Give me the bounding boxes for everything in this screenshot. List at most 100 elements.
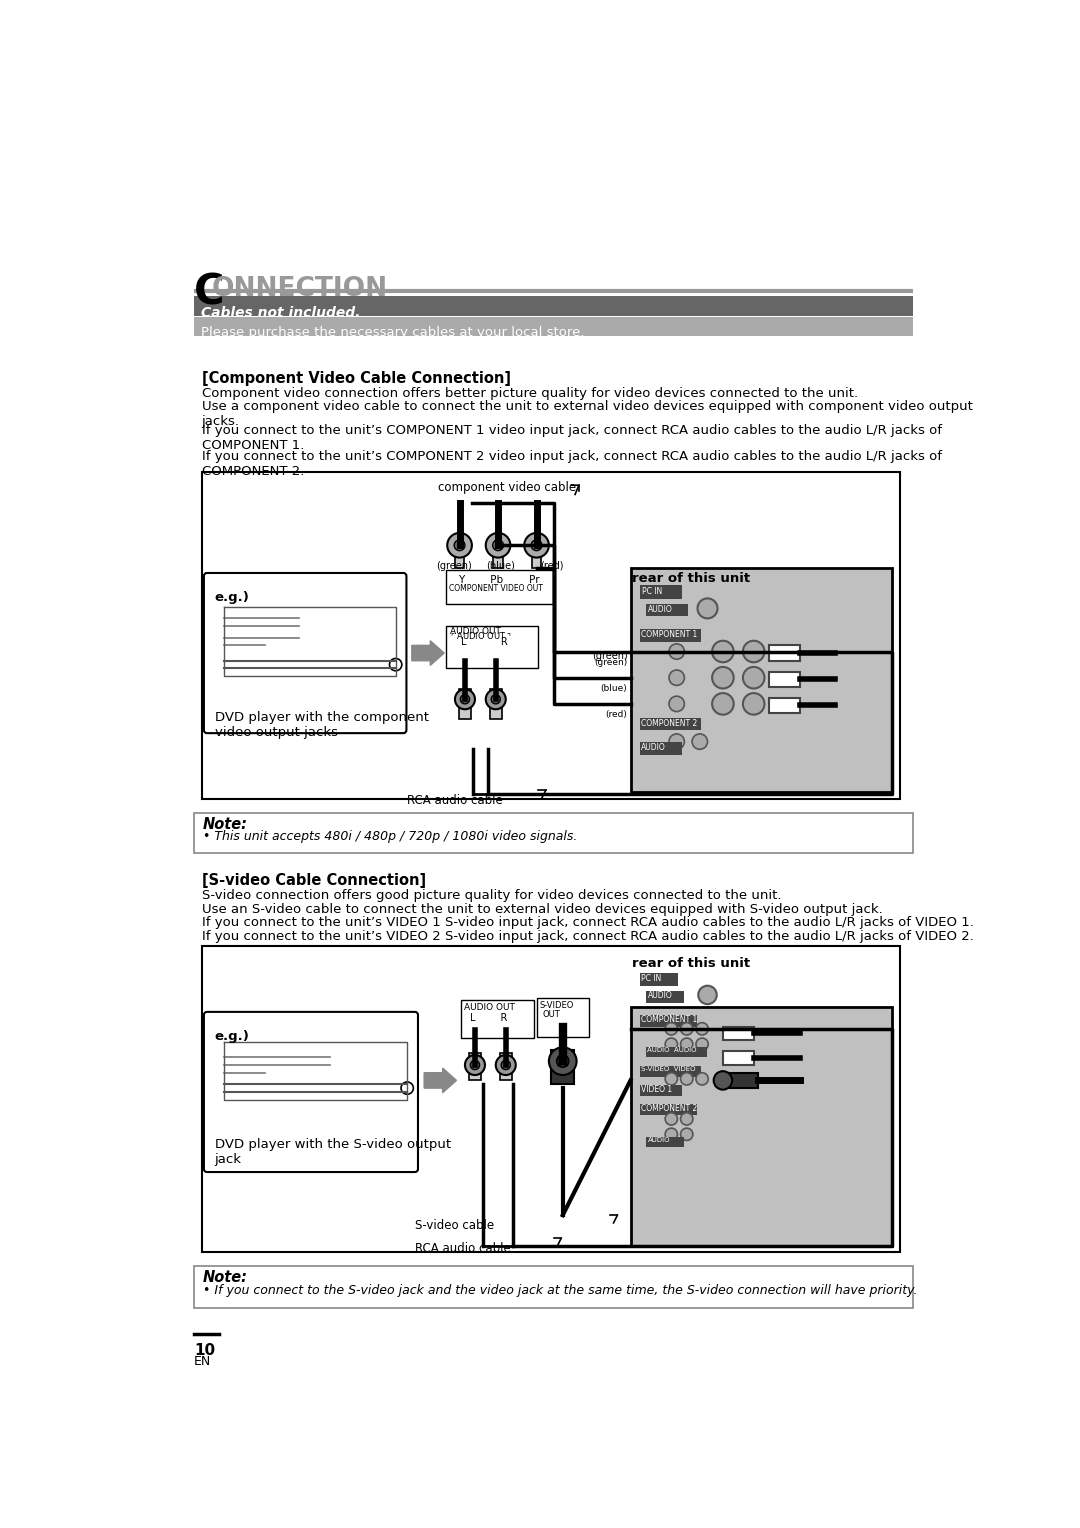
Text: • This unit accepts 480i / 480p / 720p / 1080i video signals.: • This unit accepts 480i / 480p / 720p /… — [203, 830, 578, 843]
Text: Y        Pb        Pr: Y Pb Pr — [458, 575, 540, 585]
Bar — [551, 1050, 575, 1085]
Text: $\ulcorner$ AUDIO OUT $\urcorner$: $\ulcorner$ AUDIO OUT $\urcorner$ — [450, 630, 513, 640]
Circle shape — [680, 1022, 693, 1034]
Bar — [194, 1267, 913, 1308]
Circle shape — [665, 1112, 677, 1125]
Text: Note:: Note: — [203, 817, 248, 833]
Text: [Component Video Cable Connection]: [Component Video Cable Connection] — [202, 371, 511, 387]
Text: AUDIO: AUDIO — [642, 743, 666, 752]
Text: S-VIDEO: S-VIDEO — [540, 1001, 573, 1010]
Circle shape — [743, 640, 765, 662]
FancyArrow shape — [424, 1068, 457, 1093]
Bar — [194, 296, 913, 316]
Bar — [469, 1053, 481, 1080]
Circle shape — [712, 640, 733, 662]
Circle shape — [692, 733, 707, 749]
Bar — [461, 999, 535, 1038]
Text: component video cable: component video cable — [438, 481, 576, 495]
Circle shape — [455, 539, 465, 550]
Circle shape — [665, 1073, 677, 1085]
Text: AUDIO: AUDIO — [647, 605, 672, 614]
Text: COMPONENT 1: COMPONENT 1 — [642, 630, 698, 639]
Text: VIDEO 1: VIDEO 1 — [642, 1085, 673, 1094]
Text: (green): (green) — [594, 657, 627, 666]
Circle shape — [486, 533, 511, 558]
Bar — [639, 743, 683, 755]
Text: RCA audio cable: RCA audio cable — [415, 1242, 511, 1254]
Bar — [489, 689, 502, 718]
Text: Use an S-video cable to connect the unit to external video devices equipped with: Use an S-video cable to connect the unit… — [202, 903, 882, 915]
Circle shape — [665, 1128, 677, 1140]
Text: If you connect to the unit’s VIDEO 1 S-video input jack, connect RCA audio cable: If you connect to the unit’s VIDEO 1 S-v… — [202, 917, 973, 929]
Circle shape — [465, 1054, 485, 1076]
Bar — [646, 604, 688, 616]
Circle shape — [669, 733, 685, 749]
Text: PC IN: PC IN — [642, 975, 662, 983]
Text: AUDIO OUT: AUDIO OUT — [450, 626, 501, 636]
Circle shape — [557, 1063, 561, 1067]
Bar — [446, 570, 553, 604]
Bar — [532, 545, 541, 568]
Circle shape — [712, 666, 733, 689]
Bar — [639, 1067, 701, 1077]
Text: COMPONENT VIDEO OUT: COMPONENT VIDEO OUT — [449, 584, 542, 593]
Circle shape — [557, 1056, 561, 1059]
FancyArrow shape — [411, 640, 444, 665]
Text: (green): (green) — [436, 561, 472, 570]
Circle shape — [447, 533, 472, 558]
Text: If you connect to the unit’s COMPONENT 2 video input jack, connect RCA audio cab: If you connect to the unit’s COMPONENT 2… — [202, 449, 942, 478]
Bar — [202, 946, 900, 1251]
Circle shape — [669, 643, 685, 659]
Circle shape — [699, 986, 717, 1004]
Bar — [639, 1085, 683, 1096]
Circle shape — [492, 539, 503, 550]
Bar — [769, 645, 800, 660]
Text: EN: EN — [194, 1355, 212, 1368]
Circle shape — [680, 1128, 693, 1140]
Bar — [639, 718, 701, 730]
Circle shape — [565, 1063, 568, 1067]
Text: AUDIO OUT: AUDIO OUT — [464, 1004, 515, 1013]
Bar — [631, 568, 892, 792]
Text: If you connect to the unit’s VIDEO 2 S-video input jack, connect RCA audio cable: If you connect to the unit’s VIDEO 2 S-v… — [202, 931, 973, 943]
Circle shape — [496, 1054, 516, 1076]
Bar — [646, 1047, 707, 1056]
Bar — [646, 1137, 685, 1148]
Bar — [631, 1007, 892, 1245]
Circle shape — [669, 669, 685, 686]
Bar — [639, 1105, 698, 1115]
Text: S-VIDEO  VIDEO: S-VIDEO VIDEO — [642, 1067, 696, 1071]
Circle shape — [712, 694, 733, 715]
Circle shape — [665, 1038, 677, 1050]
Bar — [537, 998, 589, 1036]
Text: RCA audio cable: RCA audio cable — [407, 795, 503, 807]
Circle shape — [565, 1056, 568, 1059]
Text: 10: 10 — [194, 1343, 215, 1358]
Text: Please purchase the necessary cables at your local store.: Please purchase the necessary cables at … — [201, 325, 584, 339]
Text: [S-video Cable Connection]: [S-video Cable Connection] — [202, 874, 426, 888]
Bar — [723, 1051, 754, 1065]
Text: DVD player with the component
video output jacks: DVD player with the component video outp… — [215, 711, 429, 740]
Text: ONNECTION: ONNECTION — [212, 275, 388, 301]
Bar — [455, 545, 464, 568]
Text: Note:: Note: — [203, 1270, 248, 1285]
Bar — [494, 545, 502, 568]
Bar — [723, 1073, 757, 1088]
Circle shape — [680, 1073, 693, 1085]
Bar — [646, 992, 685, 1002]
Text: OUT: OUT — [543, 1010, 561, 1019]
Bar — [769, 671, 800, 688]
Circle shape — [401, 1082, 414, 1094]
Bar — [723, 1027, 754, 1041]
Bar — [202, 472, 900, 799]
Circle shape — [556, 1054, 569, 1068]
Circle shape — [680, 1112, 693, 1125]
Circle shape — [669, 697, 685, 712]
Bar — [194, 318, 913, 336]
Circle shape — [714, 1071, 732, 1089]
Circle shape — [470, 1060, 480, 1070]
Bar — [500, 1053, 512, 1080]
FancyBboxPatch shape — [204, 1012, 418, 1172]
Circle shape — [390, 659, 402, 671]
Circle shape — [460, 695, 470, 704]
